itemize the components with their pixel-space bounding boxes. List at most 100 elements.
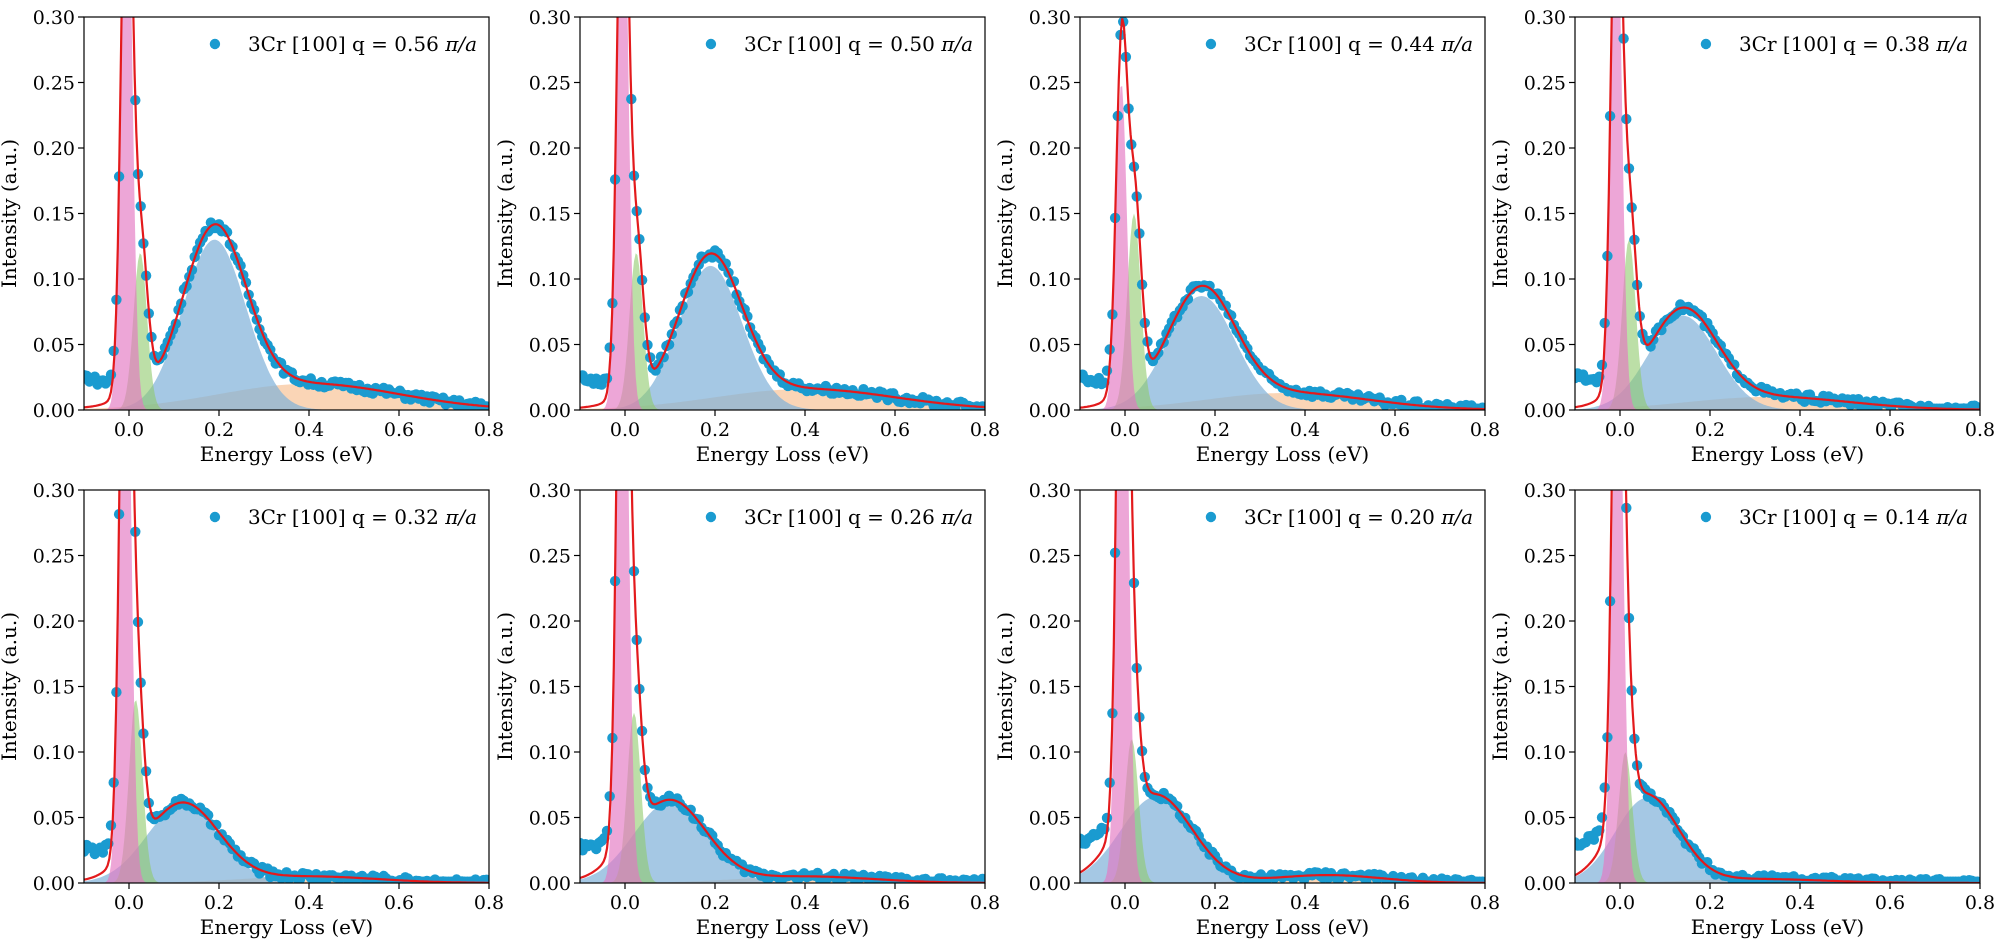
data-point <box>1477 402 1485 410</box>
x-tick-label: 0.0 <box>1110 419 1140 441</box>
data-point <box>1596 812 1608 823</box>
legend-prefix: 3Cr [100] q = 0.56 <box>248 32 445 56</box>
legend-prefix: 3Cr [100] q = 0.44 <box>1244 32 1441 56</box>
y-tick-label: 0.15 <box>1029 204 1071 226</box>
plot-area <box>580 490 985 883</box>
y-tick-label: 0.05 <box>1029 808 1071 830</box>
x-tick-label: 0.6 <box>384 892 414 914</box>
legend-unit: π/a <box>444 32 477 56</box>
x-tick-label: 0.2 <box>204 892 234 914</box>
data-point <box>1477 876 1485 883</box>
y-tick-label: 0.10 <box>33 269 75 291</box>
y-tick-label: 0.20 <box>1524 138 1566 160</box>
x-tick-label: 0.2 <box>204 419 234 441</box>
y-tick-label: 0.30 <box>1029 7 1071 29</box>
y-tick-label: 0.10 <box>33 742 75 764</box>
x-tick-label: 0.4 <box>790 892 820 914</box>
data-point <box>105 820 117 831</box>
data-point <box>105 369 117 380</box>
data-point <box>1729 359 1740 370</box>
y-tick-label: 0.15 <box>1029 677 1071 699</box>
data-point <box>1101 365 1113 376</box>
y-tick-label: 0.20 <box>529 138 571 160</box>
legend-unit: π/a <box>940 505 973 529</box>
data-point <box>613 0 623 6</box>
x-axis-label: Energy Loss (eV) <box>200 915 373 939</box>
fit-line <box>1575 17 1980 410</box>
panel-1: 0.0 0.2 0.4 0.6 0.8 0.00 0.05 0.10 0.15 0.20 0.25 0… <box>0 0 504 466</box>
panel-6: 0.0 0.2 0.4 0.6 0.8 0.00 0.05 0.10 0.15 0.20 0.25 0… <box>493 480 1000 939</box>
x-axis-label: Energy Loss (eV) <box>1196 442 1369 466</box>
x-tick-label: 0.4 <box>1785 419 1815 441</box>
x-tick-label: 0.2 <box>700 892 730 914</box>
y-tick-label: 0.20 <box>1029 138 1071 160</box>
y-tick-label: 0.00 <box>529 400 571 422</box>
y-tick-label: 0.00 <box>33 400 75 422</box>
y-tick-label: 0.15 <box>529 677 571 699</box>
component-magnon-area <box>1575 315 1980 410</box>
plot-area <box>580 0 985 410</box>
legend-label: 3Cr [100] q = 0.56 π/a <box>248 32 477 56</box>
y-tick-label: 0.25 <box>1029 546 1071 568</box>
legend-label: 3Cr [100] q = 0.26 π/a <box>744 505 973 529</box>
data-point <box>601 373 613 384</box>
x-tick-label: 0.0 <box>114 419 144 441</box>
fit-line <box>580 17 985 409</box>
y-tick-label: 0.10 <box>1029 269 1071 291</box>
panel-2: 0.0 0.2 0.4 0.6 0.8 0.00 0.05 0.10 0.15 0.20 0.25 0… <box>493 0 1000 466</box>
fit-line <box>1080 18 1485 410</box>
panel-5: 0.0 0.2 0.4 0.6 0.8 0.00 0.05 0.10 0.15 0.20 0.25 0… <box>0 480 504 939</box>
y-tick-label: 0.15 <box>1524 677 1566 699</box>
legend-unit: π/a <box>444 505 477 529</box>
y-tick-label: 0.20 <box>1029 611 1071 633</box>
y-tick-label: 0.05 <box>1524 808 1566 830</box>
y-axis-label: Intensity (a.u.) <box>1488 612 1512 761</box>
y-tick-label: 0.30 <box>529 480 571 502</box>
data-point <box>1172 801 1183 812</box>
component-elastic-area <box>1080 490 1485 883</box>
x-tick-label: 0.8 <box>970 892 1000 914</box>
y-tick-label: 0.00 <box>1524 873 1566 895</box>
fit-line <box>84 490 489 883</box>
x-tick-label: 0.0 <box>114 892 144 914</box>
legend-label: 3Cr [100] q = 0.32 π/a <box>248 505 477 529</box>
legend-label: 3Cr [100] q = 0.14 π/a <box>1739 505 1968 529</box>
x-tick-label: 0.2 <box>1695 419 1725 441</box>
component-elastic-area <box>1575 17 1980 410</box>
x-tick-label: 0.8 <box>474 892 504 914</box>
y-axis-label: Intensity (a.u.) <box>493 139 517 288</box>
data-point <box>211 819 222 831</box>
x-tick-label: 0.4 <box>790 419 820 441</box>
x-axis-label: Energy Loss (eV) <box>696 915 869 939</box>
panel-3: 0.0 0.2 0.4 0.6 0.8 0.00 0.05 0.10 0.15 0.20 0.25 0… <box>993 7 1500 466</box>
y-tick-label: 0.30 <box>1524 7 1566 29</box>
legend-unit: π/a <box>1440 505 1473 529</box>
y-tick-label: 0.20 <box>33 138 75 160</box>
legend-label: 3Cr [100] q = 0.38 π/a <box>1739 32 1968 56</box>
legend-prefix: 3Cr [100] q = 0.26 <box>744 505 941 529</box>
x-axis-label: Energy Loss (eV) <box>1691 915 1864 939</box>
x-tick-label: 0.2 <box>1695 892 1725 914</box>
fit-line <box>84 17 489 409</box>
legend-marker <box>705 38 717 50</box>
x-tick-label: 0.4 <box>1290 892 1320 914</box>
component-elastic-area <box>84 490 489 883</box>
data-point <box>1972 402 1980 410</box>
y-tick-label: 0.25 <box>529 73 571 95</box>
x-tick-label: 0.8 <box>1470 892 1500 914</box>
component-elastic-area <box>580 490 985 883</box>
data-point <box>1972 876 1980 883</box>
x-tick-label: 0.2 <box>1200 892 1230 914</box>
x-tick-label: 0.8 <box>474 419 504 441</box>
y-tick-label: 0.25 <box>1524 546 1566 568</box>
plot-area <box>1575 17 1980 410</box>
fit-line <box>580 490 985 883</box>
data-point <box>117 0 127 4</box>
x-tick-label: 0.2 <box>1200 419 1230 441</box>
x-tick-label: 0.0 <box>1110 892 1140 914</box>
y-axis-label: Intensity (a.u.) <box>493 612 517 761</box>
component-magnon-area <box>84 239 489 410</box>
x-axis-label: Energy Loss (eV) <box>696 442 869 466</box>
x-tick-label: 0.8 <box>1965 419 1995 441</box>
